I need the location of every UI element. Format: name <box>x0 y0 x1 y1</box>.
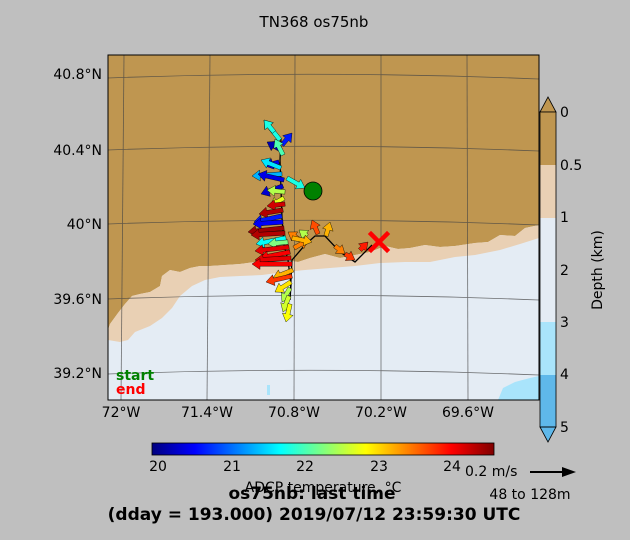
footer-line-1: os75nb: last time <box>228 484 395 504</box>
lon-tick: 72°W <box>102 405 141 421</box>
temp-tick: 24 <box>443 459 461 475</box>
depth-tick: 5 <box>560 420 569 436</box>
velocity-arrow <box>252 217 284 230</box>
lon-tick: 71.4°W <box>181 405 233 421</box>
lon-tick: 70.8°W <box>268 405 320 421</box>
depth-range-label: 48 to 128m <box>489 487 570 503</box>
velocity-arrow <box>266 185 286 197</box>
temp-tick: 20 <box>149 459 167 475</box>
velocity-arrow <box>265 273 293 286</box>
footer-line-2: (dday = 193.000) 2019/07/12 23:59:30 UTC <box>108 505 521 525</box>
deep-water <box>498 376 539 400</box>
temp-tick: 21 <box>223 459 241 475</box>
lon-tick: 69.6°W <box>442 405 494 421</box>
velocity-arrow <box>273 138 286 157</box>
depth-tick: 3 <box>560 315 569 331</box>
velocity-arrow <box>285 175 306 190</box>
velocity-arrows <box>247 119 369 323</box>
land <box>108 55 539 330</box>
depth-tick: 1 <box>560 210 569 226</box>
latitude-ticks: 40.8°N 40.4°N 40°N 39.6°N 39.2°N <box>53 67 102 382</box>
lat-tick: 40.4°N <box>53 143 102 159</box>
depth-colorbar-label: Depth (km) <box>590 230 606 310</box>
velocity-arrow <box>358 241 369 252</box>
temp-colorbar-label: ADCP temperature, °C <box>245 480 402 496</box>
velocity-arrow <box>309 219 321 236</box>
velocity-arrow <box>257 170 285 183</box>
velocity-arrow <box>333 244 346 255</box>
velocity-arrow <box>258 206 284 219</box>
velocity-arrow <box>254 244 290 256</box>
depth-tick: 0 <box>560 105 569 121</box>
graticule <box>108 55 539 400</box>
lat-tick: 39.6°N <box>53 292 102 308</box>
velocity-arrow <box>291 234 313 247</box>
velocity-arrow <box>267 237 289 250</box>
velocity-arrow <box>263 119 276 134</box>
longitude-ticks: 72°W 71.4°W 70.8°W 70.2°W 69.6°W <box>102 405 495 421</box>
start-label: start <box>116 368 154 384</box>
lat-tick: 39.2°N <box>53 366 102 382</box>
velocity-arrow <box>250 228 286 241</box>
end-marker <box>367 230 391 254</box>
temperature-colorbar: 20 21 22 23 24 ADCP temperature, °C <box>149 442 495 496</box>
plot-title: TN368 os75nb <box>259 13 369 31</box>
depth-tick: 4 <box>560 367 569 383</box>
shelf <box>108 225 539 342</box>
lat-tick: 40°N <box>67 217 102 233</box>
scale-label: 0.2 m/s <box>465 464 517 480</box>
velocity-arrow <box>266 199 286 211</box>
velocity-arrow <box>274 279 293 293</box>
temp-tick: 22 <box>296 459 314 475</box>
depth-tick: 0.5 <box>560 158 582 174</box>
end-label: end <box>116 382 145 398</box>
temp-tick: 23 <box>370 459 388 475</box>
map-panel: start end <box>107 54 540 401</box>
velocity-arrow <box>343 250 356 261</box>
velocity-arrow <box>282 303 294 323</box>
start-marker <box>303 181 323 201</box>
depth-tick: 2 <box>560 263 569 279</box>
velocity-arrow <box>251 258 293 270</box>
scale-arrow: 0.2 m/s 48 to 128m <box>465 464 576 503</box>
lon-tick: 70.2°W <box>355 405 407 421</box>
velocity-arrow <box>322 221 334 237</box>
velocity-arrow <box>260 157 283 171</box>
lat-tick: 40.8°N <box>53 67 102 83</box>
depth-colorbar: 0 0.5 1 2 3 4 5 Depth (km) <box>539 96 606 443</box>
